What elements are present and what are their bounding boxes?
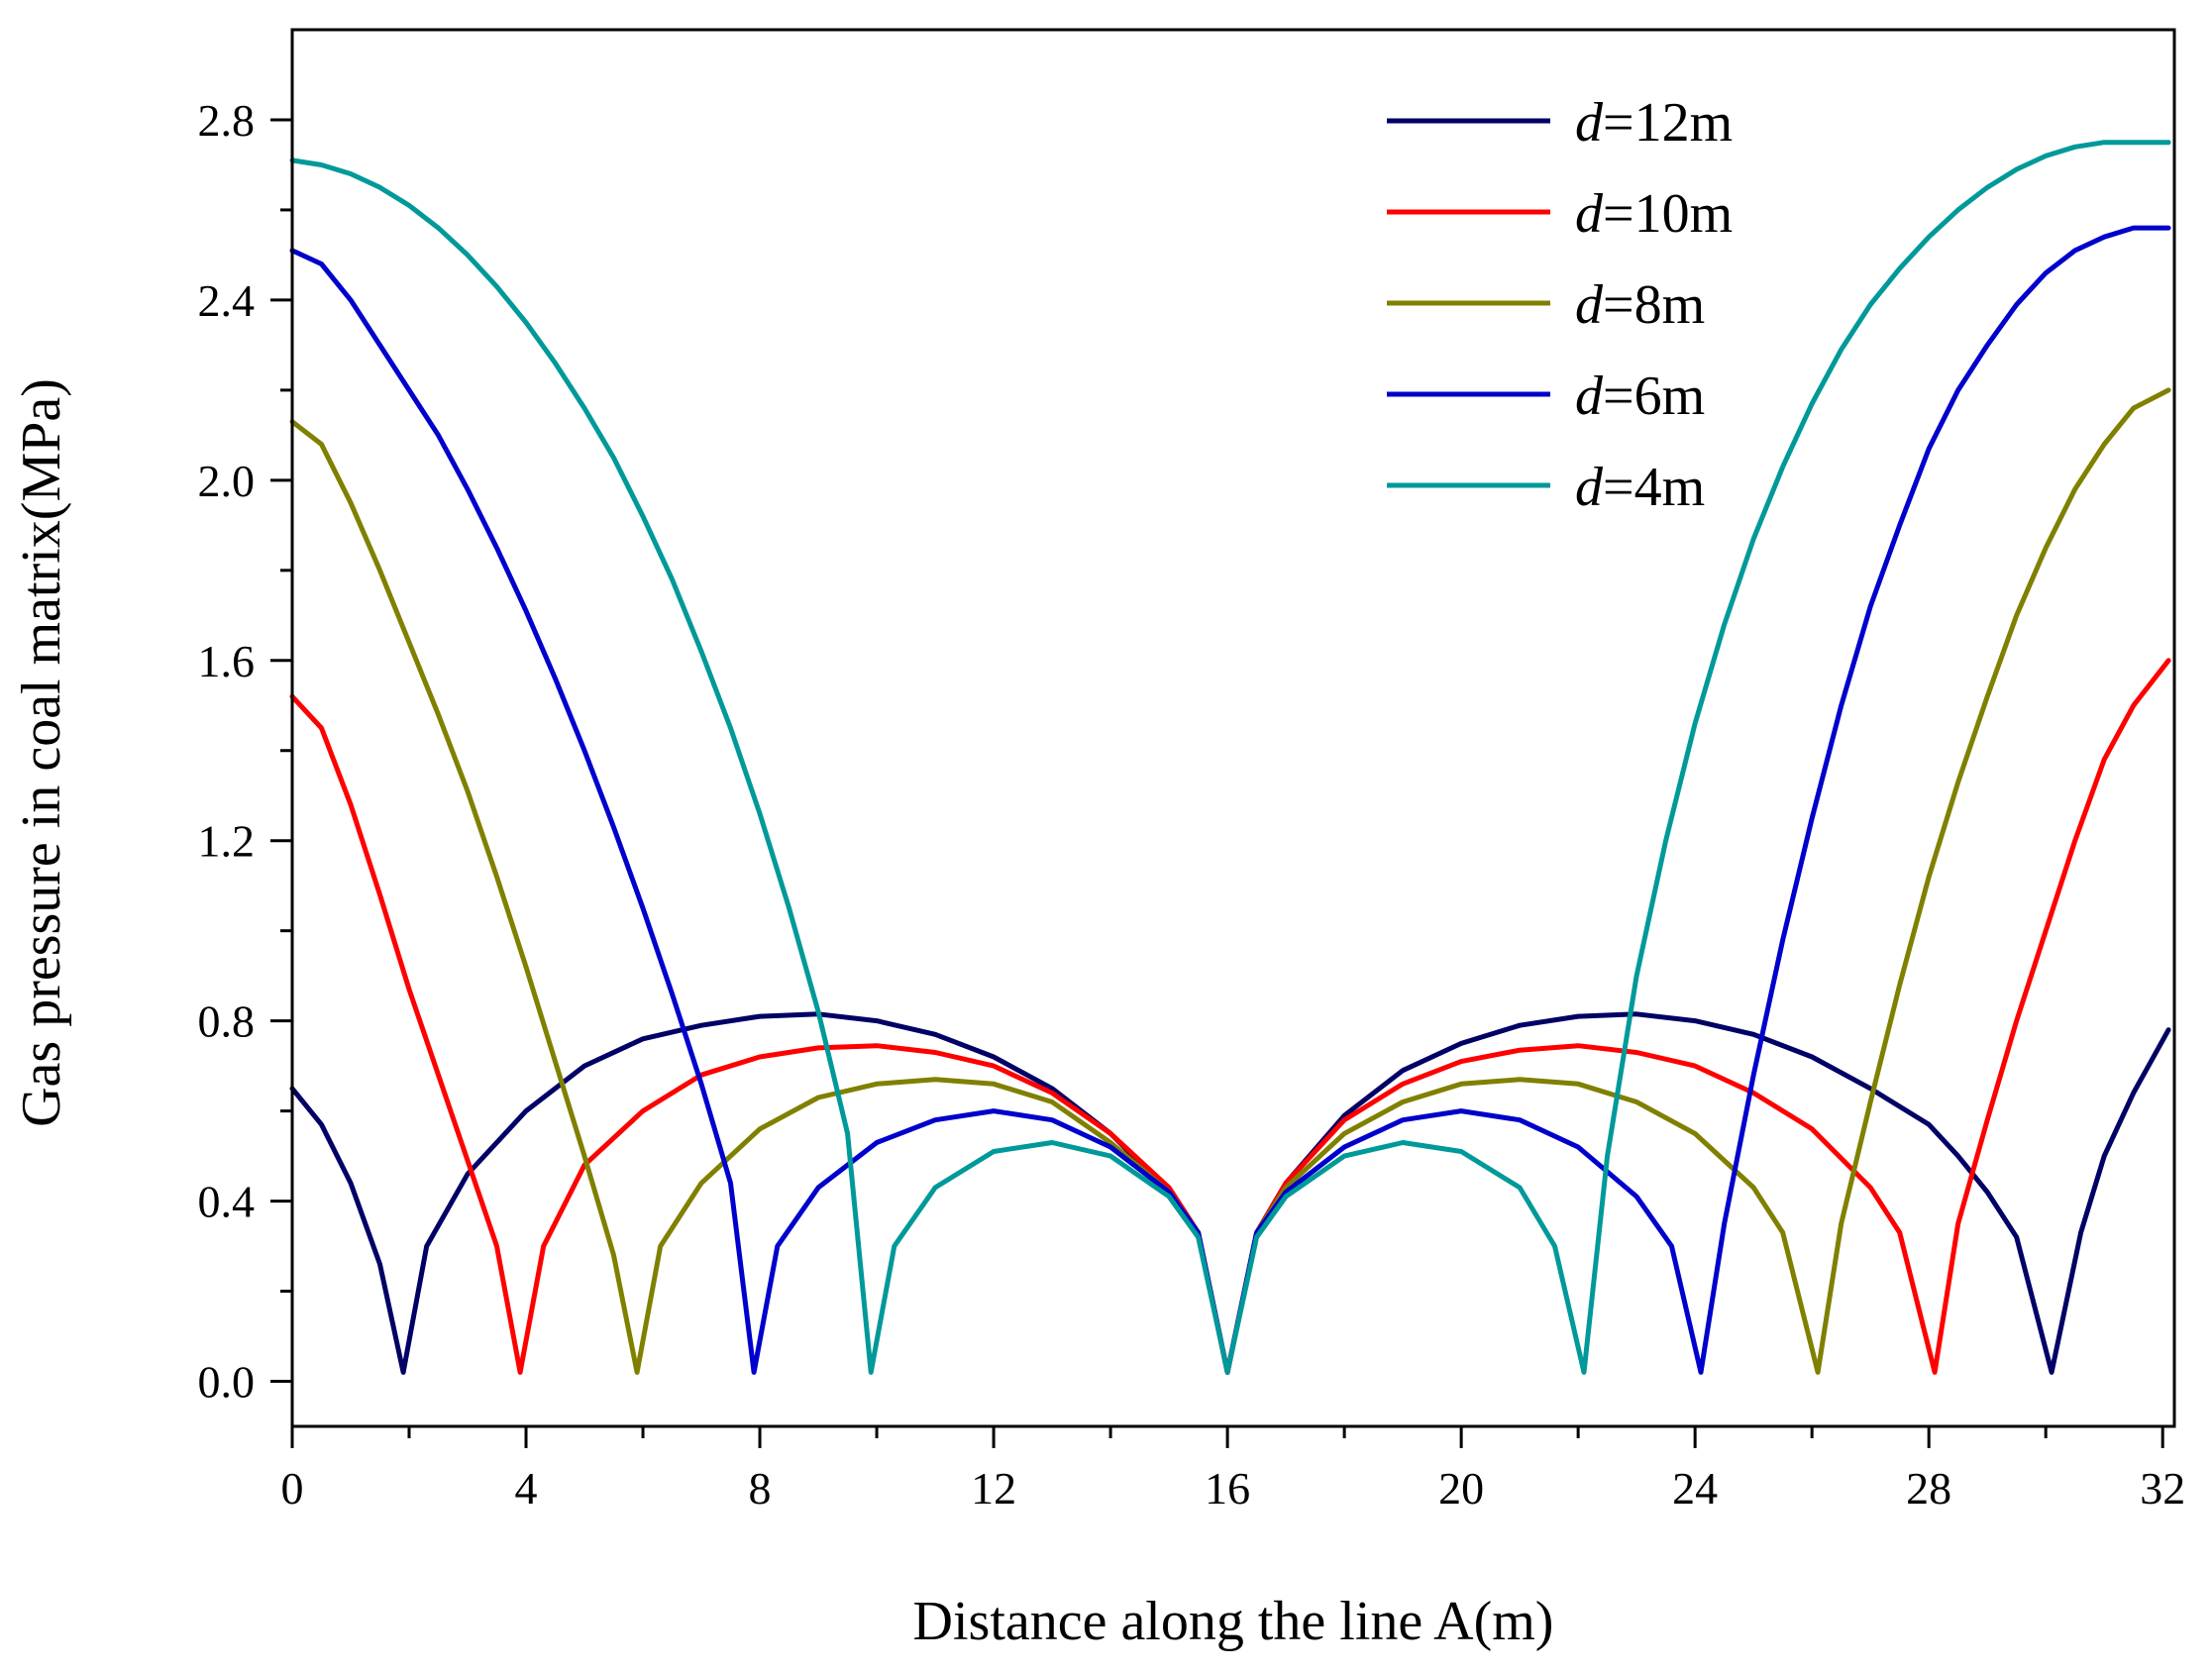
x-tick-label: 28 [1906, 1463, 1951, 1514]
x-tick-label: 0 [281, 1463, 304, 1514]
series-layer [289, 140, 2171, 1375]
legend-label: d=12m [1575, 92, 1733, 154]
legend-label-variable: d [1575, 274, 1604, 336]
series-line-6m [289, 225, 2171, 1375]
x-axis-title: Distance along the line A(m) [913, 1591, 1554, 1652]
plot-frame [290, 28, 2176, 1428]
series-line-12m [289, 1011, 2171, 1375]
y-tick-label: 1.6 [198, 636, 256, 686]
x-tick-label: 8 [749, 1463, 772, 1514]
y-tick-label: 0.8 [198, 996, 256, 1047]
legend-label: d=6m [1575, 366, 1705, 427]
series-line-8m [289, 387, 2171, 1375]
legend-label-variable: d [1575, 457, 1604, 518]
legend-label-variable: d [1575, 366, 1604, 427]
legend-label-value: =4m [1603, 457, 1705, 518]
x-tick-label: 32 [2140, 1463, 2185, 1514]
x-tick-label: 12 [971, 1463, 1016, 1514]
y-tick-label: 0.4 [198, 1177, 256, 1227]
legend-label-variable: d [1575, 92, 1604, 154]
x-tick-label: 20 [1438, 1463, 1484, 1514]
y-axis-title: Gas pressure in coal matrix(MPa) [11, 378, 72, 1127]
x-tick-label: 16 [1205, 1463, 1250, 1514]
y-tick-label: 2.4 [198, 275, 256, 326]
y-tick-label: 0.0 [198, 1357, 256, 1408]
y-tick-label: 1.2 [198, 816, 256, 867]
legend-label: d=8m [1575, 274, 1705, 336]
legend-label-value: =6m [1603, 366, 1705, 427]
legend-label-value: =8m [1603, 274, 1705, 336]
y-tick-label: 2.8 [198, 95, 256, 146]
legend-label: d=10m [1575, 183, 1733, 245]
series-line-10m [289, 658, 2171, 1375]
ticks-layer: 0 4 8 12 16 20 24 28 32 0.0 0.4 0.8 1.2 1.6 2.0 2.4 2.8 [198, 95, 2186, 1514]
legend-label: d=4m [1575, 457, 1705, 518]
legend-label-value: =12m [1603, 92, 1733, 154]
legend-label-variable: d [1575, 183, 1604, 245]
legend-label-value: =10m [1603, 183, 1733, 245]
series-line-4m [289, 140, 2171, 1375]
y-tick-label: 2.0 [198, 456, 256, 506]
x-tick-label: 24 [1672, 1463, 1718, 1514]
x-tick-label: 4 [515, 1463, 538, 1514]
